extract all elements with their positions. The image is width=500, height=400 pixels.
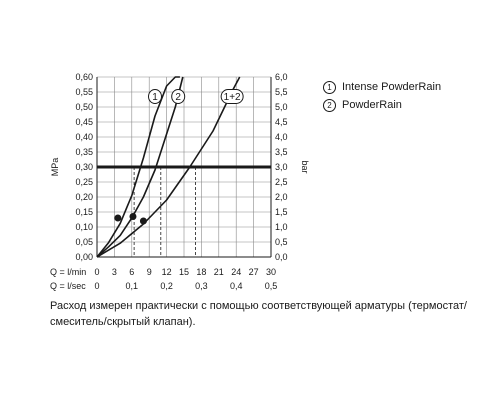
y-tick-left: 0,10 [75, 222, 93, 232]
x-tick-lsec: 0,2 [160, 281, 173, 291]
y-tick-right: 1,5 [275, 207, 288, 217]
y-tick-right: 5,5 [275, 87, 288, 97]
y-tick-left: 0,35 [75, 147, 93, 157]
y-tick-left: 0,05 [75, 237, 93, 247]
x-tick-lsec: 0,5 [265, 281, 278, 291]
legend-marker-1: 1 [323, 80, 336, 94]
x-tick-lsec: 0,1 [126, 281, 139, 291]
legend-marker-2: 2 [323, 98, 336, 112]
y-tick-left: 0,55 [75, 87, 93, 97]
x-tick-lmin: 30 [266, 267, 276, 277]
x-tick-lmin: 12 [162, 267, 172, 277]
x-tick-lmin: 21 [214, 267, 224, 277]
x-tick-lsec: 0 [94, 281, 99, 291]
y-tick-left: 0,20 [75, 192, 93, 202]
x-tick-lmin: 27 [249, 267, 259, 277]
operating-point-3 [139, 217, 147, 225]
y-axis-title-right: bar [300, 160, 310, 173]
curve-label-1: 1 [152, 92, 158, 103]
y-tick-right: 2,0 [275, 192, 288, 202]
y-tick-right: 0,0 [275, 252, 288, 262]
y-tick-left: 0,60 [75, 72, 93, 82]
y-tick-right: 2,5 [275, 177, 288, 187]
x-tick-lmin: 6 [129, 267, 134, 277]
y-tick-left: 0,40 [75, 132, 93, 142]
x-tick-lmin: 9 [147, 267, 152, 277]
x-tick-lsec: 0,3 [195, 281, 208, 291]
x-row2-label: Q = l/sec [50, 281, 86, 291]
y-tick-right: 5,0 [275, 102, 288, 112]
y-tick-right: 3,5 [275, 147, 288, 157]
x-tick-lmin: 3 [112, 267, 117, 277]
series-line-2 [96, 76, 184, 258]
legend-label-2: PowderRain [342, 99, 402, 111]
legend: 1 Intense PowderRain 2 PowderRain [323, 78, 441, 114]
operating-point-1 [114, 214, 122, 222]
y-tick-right: 3,0 [275, 162, 288, 172]
y-tick-left: 0,15 [75, 207, 93, 217]
y-tick-left: 0,30 [75, 162, 93, 172]
curve-label-box-2 [171, 89, 186, 104]
legend-label-1: Intense PowderRain [342, 81, 442, 93]
series-line-1 [96, 76, 180, 258]
y-tick-left: 0,50 [75, 102, 93, 112]
legend-item-1: 1 Intense PowderRain [323, 78, 441, 96]
curve-label-2: 2 [175, 92, 181, 103]
x-tick-lmin: 18 [196, 267, 206, 277]
y-tick-right: 4,0 [275, 132, 288, 142]
y-tick-right: 0,5 [275, 237, 288, 247]
curve-label-box-3 [220, 89, 244, 104]
y-tick-right: 6,0 [275, 72, 288, 82]
y-tick-left: 0,45 [75, 117, 93, 127]
operating-point-2 [129, 213, 137, 220]
y-axis-title-left: MPa [50, 158, 60, 177]
x-row1-label: Q = l/min [50, 267, 86, 277]
legend-item-2: 2 PowderRain [323, 96, 441, 114]
y-tick-right: 1,0 [275, 222, 288, 232]
x-tick-lmin: 24 [231, 267, 241, 277]
y-tick-right: 4,5 [275, 117, 288, 127]
curve-label-3: 1+2 [224, 92, 241, 103]
x-tick-lmin: 0 [94, 267, 99, 277]
measurement-note: Расход измерен практически с помощью соо… [50, 300, 467, 328]
curve-label-box-1 [148, 89, 162, 104]
y-tick-left: 0,25 [75, 177, 93, 187]
x-tick-lmin: 15 [179, 267, 189, 277]
x-tick-lsec: 0,4 [230, 281, 243, 291]
y-tick-left: 0,00 [75, 252, 93, 262]
